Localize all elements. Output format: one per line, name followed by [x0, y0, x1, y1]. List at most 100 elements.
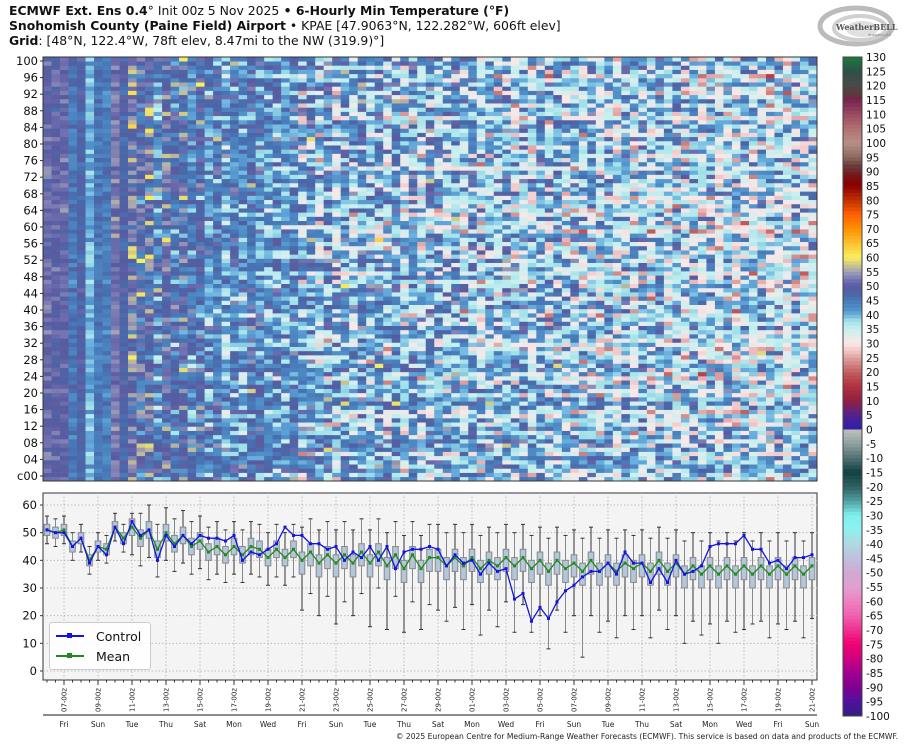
heatmap-cell [119, 384, 129, 389]
heatmap-cell [119, 82, 129, 87]
heatmap-cell [289, 460, 299, 465]
heatmap-cell [119, 397, 129, 402]
heatmap-cell [179, 254, 188, 259]
heatmap-cell [400, 254, 410, 259]
heatmap-cell [196, 157, 206, 163]
heatmap-cell [340, 292, 350, 297]
heatmap-cell [238, 334, 248, 339]
heatmap-cell [230, 65, 240, 70]
heatmap-cell [281, 166, 291, 171]
heatmap-cell [417, 174, 427, 180]
heatmap-cell [264, 422, 274, 427]
heatmap-cell [187, 426, 197, 431]
heatmap-cell [255, 229, 265, 234]
heatmap-cell [111, 191, 120, 196]
heatmap-cell [306, 401, 316, 406]
heatmap-cell [119, 279, 129, 284]
heatmap-cell [272, 77, 282, 83]
heatmap-cell [315, 308, 325, 314]
heatmap-cell [340, 245, 350, 251]
heatmap-cell [238, 203, 248, 209]
heatmap-cell [289, 334, 299, 339]
heatmap-cell [60, 73, 69, 79]
heatmap-cell [434, 384, 444, 389]
heatmap-cell [272, 350, 282, 356]
heatmap-cell [374, 292, 384, 297]
heatmap-cell [264, 191, 274, 196]
heatmap-cell [94, 292, 103, 297]
heatmap-cell [213, 166, 223, 171]
heatmap-cell [306, 460, 316, 465]
heatmap-cell [340, 174, 350, 180]
heatmap-cell [119, 86, 129, 91]
heatmap-cell [43, 262, 52, 268]
heatmap-cell [374, 224, 384, 230]
heatmap-cell [255, 355, 265, 360]
heatmap-cell [264, 250, 274, 255]
heatmap-cell [315, 439, 325, 444]
heatmap-cell [332, 308, 342, 314]
heatmap-cell [408, 124, 418, 129]
heatmap-cell [357, 250, 367, 255]
heatmap-cell [187, 413, 197, 419]
heatmap-cell [383, 447, 393, 452]
heatmap-cell [340, 61, 350, 66]
heatmap-cell [204, 401, 214, 406]
heatmap-cell [230, 245, 240, 251]
heatmap-cell [230, 308, 240, 314]
heatmap-cell [298, 468, 308, 473]
heatmap-cell [408, 283, 418, 289]
heatmap-cell [434, 443, 444, 448]
heatmap-cell [374, 220, 384, 226]
heatmap-cell [272, 182, 282, 188]
heatmap-cell [323, 140, 333, 146]
heatmap-cell [332, 77, 342, 83]
heatmap-cell [332, 359, 342, 364]
heatmap-cell [366, 65, 376, 70]
heatmap-cell [366, 384, 376, 389]
heatmap-cell [306, 191, 316, 196]
heatmap-cell [204, 292, 214, 297]
heatmap-cell [434, 472, 444, 478]
heatmap-cell [111, 90, 120, 96]
heatmap-cell [298, 98, 308, 104]
heatmap-cell [281, 300, 291, 305]
heatmap-cell [281, 212, 291, 217]
heatmap-cell [442, 397, 452, 402]
heatmap-cell [153, 338, 163, 343]
heatmap-cell [238, 153, 248, 159]
heatmap-cell [196, 124, 206, 129]
heatmap-cell [85, 65, 95, 70]
heatmap-cell [51, 313, 61, 318]
heatmap-cell [204, 136, 214, 142]
heatmap-cell [162, 308, 171, 314]
heatmap-cell [162, 455, 171, 461]
heatmap-cell [170, 392, 180, 398]
heatmap-cell [238, 107, 248, 112]
heatmap-cell [136, 430, 146, 436]
heatmap-cell [323, 216, 333, 222]
heatmap-cell [230, 258, 240, 263]
heatmap-cell [417, 296, 427, 301]
heatmap-cell [332, 304, 342, 310]
heatmap-cell [340, 103, 350, 108]
heatmap-cell [204, 187, 214, 192]
heatmap-cell [272, 472, 282, 478]
heatmap-cell [323, 443, 333, 448]
heatmap-cell [264, 69, 274, 75]
heatmap-cell [357, 418, 367, 423]
heatmap-cell [332, 140, 342, 146]
heatmap-cell [179, 275, 188, 280]
heatmap-cell [145, 346, 154, 352]
heatmap-cell [306, 329, 316, 335]
heatmap-cell [187, 304, 197, 310]
heatmap-cell [374, 107, 384, 112]
heatmap-cell [153, 191, 163, 196]
heatmap-cell [374, 119, 384, 125]
heatmap-cell [417, 443, 427, 448]
heatmap-cell [272, 413, 282, 419]
heatmap-cell [187, 94, 197, 100]
heatmap-cell [442, 443, 452, 448]
heatmap-cell [340, 401, 350, 406]
heatmap-cell [264, 86, 274, 91]
